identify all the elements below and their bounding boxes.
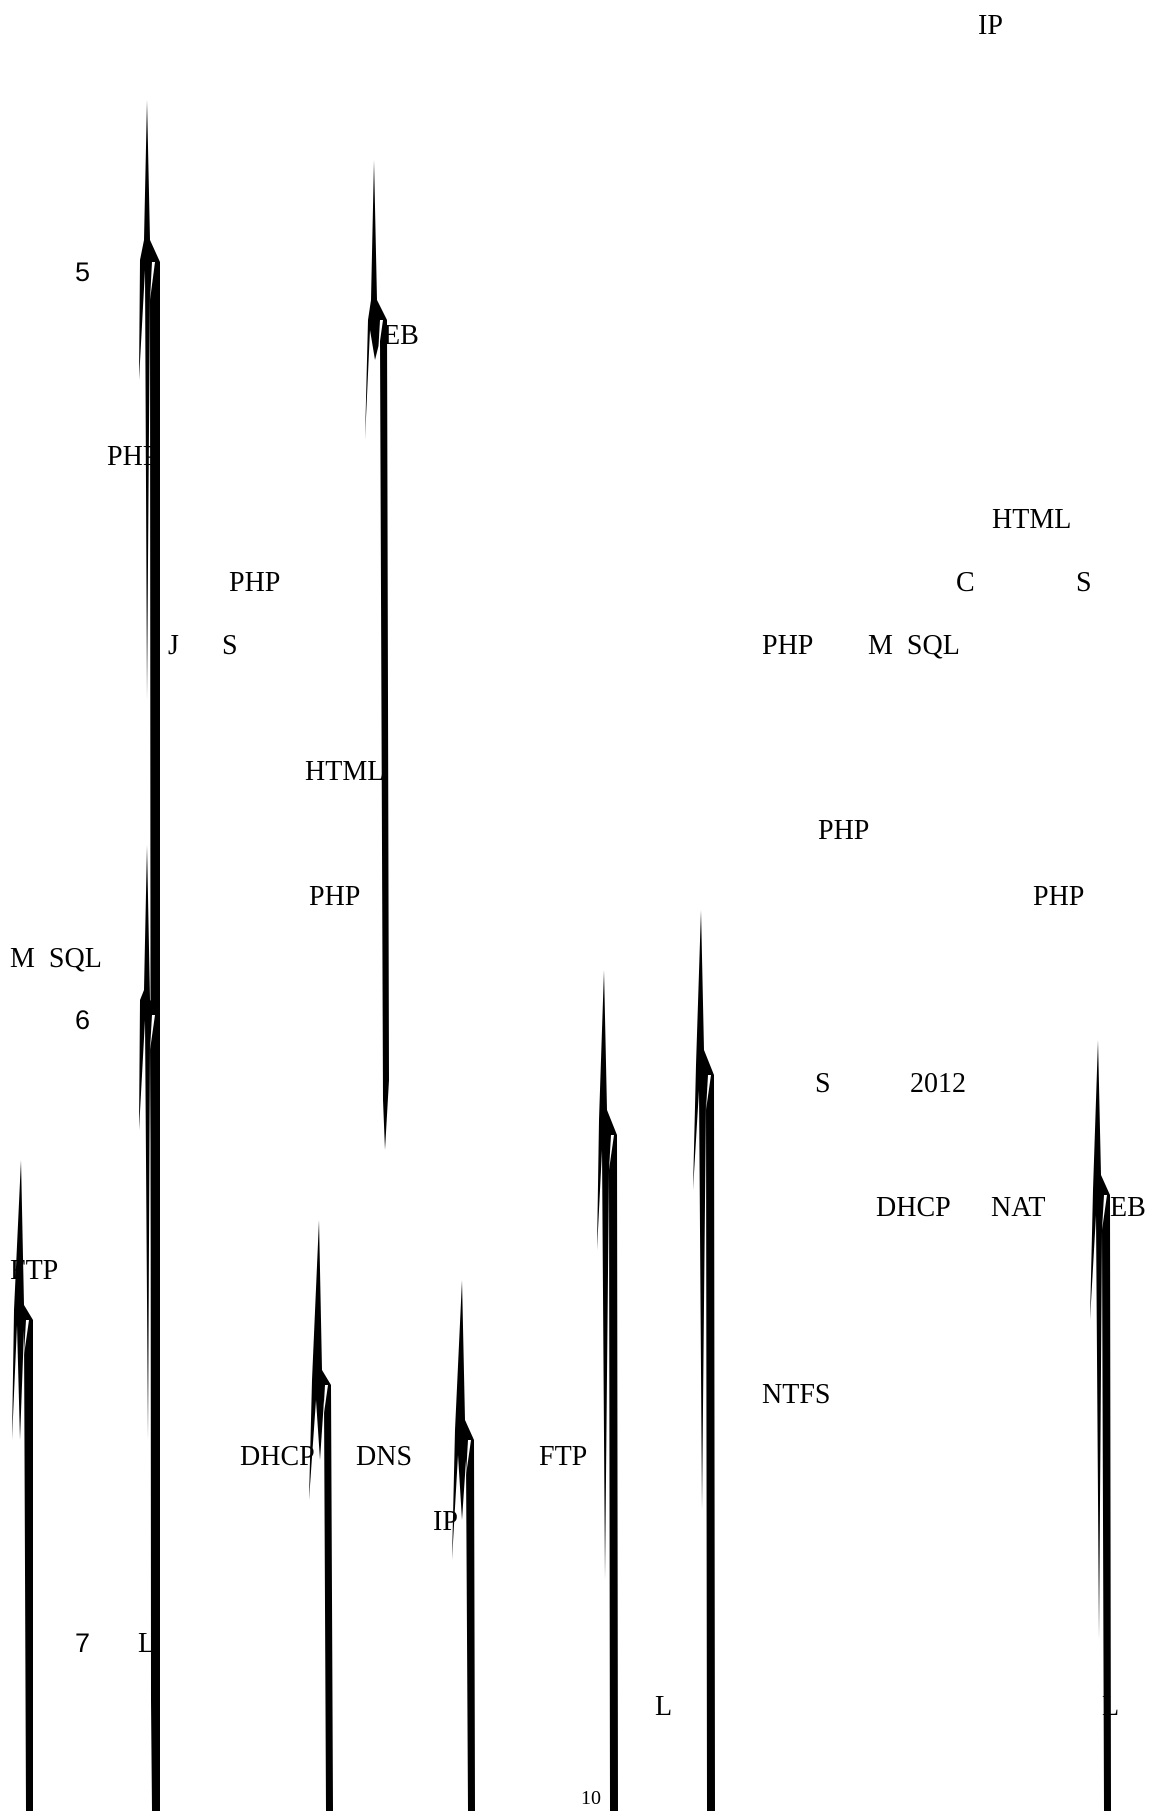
web-label-1: EB: [383, 320, 419, 351]
nat-label: NAT: [991, 1192, 1046, 1223]
item-number-5: 5: [75, 257, 91, 287]
php-label-mid: PHP: [309, 881, 361, 912]
ftp-label-mid: FTP: [539, 1441, 588, 1472]
c-label-right: C: [956, 567, 975, 598]
item-number-7: 7: [75, 1628, 91, 1658]
year-label-2012: 2012: [910, 1068, 966, 1099]
ntfs-label: NTFS: [762, 1379, 831, 1410]
stroke-g: [597, 970, 618, 1811]
dns-label: DNS: [356, 1441, 413, 1472]
html-label-right: HTML: [992, 504, 1072, 535]
s-label-left: S: [222, 630, 238, 661]
stroke-f: [452, 1280, 475, 1811]
mysql-label-right: M SQL: [868, 630, 960, 661]
j-label: J: [168, 630, 179, 661]
stroke-c: [365, 160, 389, 1150]
s-label-right: S: [1076, 567, 1092, 598]
page-number: 10: [581, 1787, 601, 1809]
php-label-1: PHP: [107, 441, 159, 472]
item-number-6: 6: [75, 1005, 91, 1035]
dhcp-label-right: DHCP: [876, 1192, 951, 1223]
php-label-2: PHP: [229, 567, 281, 598]
mysql-label-left: M SQL: [10, 943, 102, 974]
stroke-h: [693, 910, 715, 1811]
stroke-i: [1090, 1040, 1111, 1811]
ftp-label-left: FTP: [10, 1255, 59, 1286]
php-label-mysql: PHP: [762, 630, 814, 661]
php-label-far-right: PHP: [1033, 881, 1085, 912]
l-label-right: L: [1102, 1691, 1120, 1722]
web-label-2: EB: [1110, 1192, 1146, 1223]
stroke-e: [309, 1220, 333, 1811]
php-label-right-mid: PHP: [818, 815, 870, 846]
ip-label-top: IP: [978, 10, 1003, 41]
stroke-b: [139, 845, 160, 1811]
l-label-mid: L: [655, 1691, 673, 1722]
l-label-left: L: [138, 1628, 156, 1659]
s-label-2012: S: [815, 1068, 831, 1099]
dhcp-label-mid: DHCP: [240, 1441, 315, 1472]
ip-label-mid: IP: [433, 1506, 458, 1537]
html-label-mid: HTML: [305, 756, 385, 787]
